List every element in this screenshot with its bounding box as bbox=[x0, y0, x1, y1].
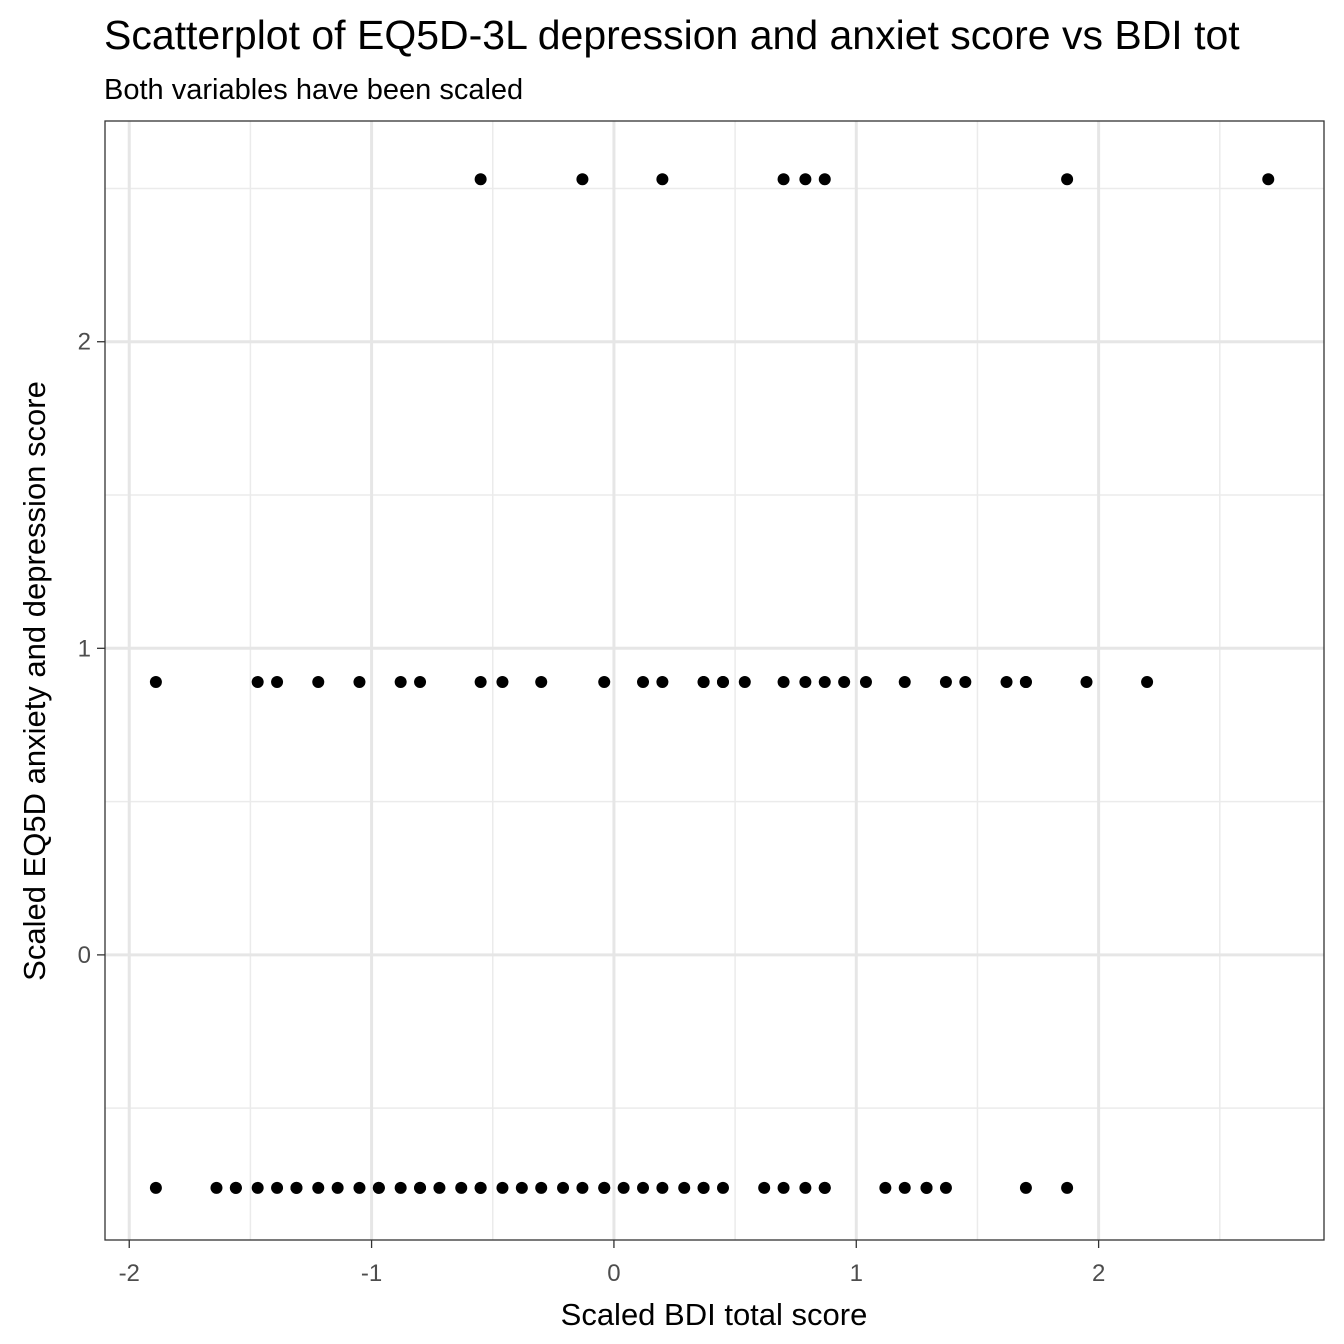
data-point bbox=[271, 676, 284, 689]
data-point bbox=[838, 676, 851, 689]
chart-title: Scatterplot of EQ5D-3L depression and an… bbox=[104, 12, 1240, 58]
data-point bbox=[210, 1181, 223, 1194]
data-point bbox=[656, 676, 669, 689]
data-point bbox=[656, 173, 669, 186]
data-point bbox=[637, 1181, 650, 1194]
x-tick-label: 2 bbox=[1092, 1260, 1105, 1287]
data-point bbox=[557, 1181, 570, 1194]
data-point bbox=[818, 676, 831, 689]
data-point bbox=[251, 1181, 264, 1194]
data-point bbox=[656, 1181, 669, 1194]
data-point bbox=[1061, 1181, 1074, 1194]
x-axis-label: Scaled BDI total score bbox=[561, 1297, 868, 1332]
data-point bbox=[716, 676, 729, 689]
data-point bbox=[920, 1181, 933, 1194]
data-point bbox=[372, 1181, 385, 1194]
x-axis: -2 -1 0 1 2 bbox=[119, 1240, 1105, 1287]
data-point bbox=[535, 1181, 548, 1194]
data-point bbox=[898, 676, 911, 689]
data-point bbox=[879, 1181, 892, 1194]
data-point bbox=[271, 1181, 284, 1194]
major-grid bbox=[105, 121, 1324, 1240]
data-point bbox=[617, 1181, 630, 1194]
data-point bbox=[455, 1181, 468, 1194]
data-point bbox=[777, 676, 790, 689]
data-point bbox=[251, 676, 264, 689]
y-axis-label: Scaled EQ5D anxiety and depression score bbox=[17, 381, 52, 981]
x-tick-label: -1 bbox=[361, 1260, 382, 1287]
data-point bbox=[353, 1181, 366, 1194]
data-point bbox=[1061, 173, 1074, 186]
data-point bbox=[394, 676, 407, 689]
data-point bbox=[799, 173, 812, 186]
data-point bbox=[496, 676, 509, 689]
data-point bbox=[1080, 676, 1093, 689]
data-point bbox=[149, 1181, 162, 1194]
data-point bbox=[474, 676, 487, 689]
data-point bbox=[414, 1181, 427, 1194]
data-point bbox=[939, 676, 952, 689]
data-point bbox=[576, 173, 589, 186]
data-point bbox=[1000, 676, 1013, 689]
y-axis: 0 1 2 bbox=[78, 329, 105, 969]
data-point bbox=[535, 676, 548, 689]
plot-panel bbox=[105, 121, 1324, 1240]
plot-border bbox=[104, 120, 1325, 1241]
data-point bbox=[738, 676, 751, 689]
data-point bbox=[1141, 676, 1154, 689]
data-point bbox=[394, 1181, 407, 1194]
data-point bbox=[1019, 1181, 1032, 1194]
data-point bbox=[818, 1181, 831, 1194]
data-point bbox=[433, 1181, 446, 1194]
data-point bbox=[637, 676, 650, 689]
data-point bbox=[799, 676, 812, 689]
data-point bbox=[496, 1181, 509, 1194]
data-point bbox=[758, 1181, 771, 1194]
data-point bbox=[312, 1181, 325, 1194]
data-points bbox=[149, 173, 1275, 1194]
data-point bbox=[777, 1181, 790, 1194]
data-point bbox=[716, 1181, 729, 1194]
minor-grid bbox=[105, 121, 1324, 1240]
data-point bbox=[474, 173, 487, 186]
data-point bbox=[697, 1181, 710, 1194]
data-point bbox=[229, 1181, 242, 1194]
data-point bbox=[414, 676, 427, 689]
chart-subtitle: Both variables have been scaled bbox=[104, 74, 524, 106]
data-point bbox=[290, 1181, 303, 1194]
x-tick-label: 1 bbox=[850, 1260, 863, 1287]
data-point bbox=[777, 173, 790, 186]
data-point bbox=[598, 1181, 611, 1194]
data-point bbox=[1019, 676, 1032, 689]
data-point bbox=[474, 1181, 487, 1194]
data-point bbox=[818, 173, 831, 186]
data-point bbox=[898, 1181, 911, 1194]
data-point bbox=[939, 1181, 952, 1194]
data-point bbox=[515, 1181, 528, 1194]
x-tick-label: 0 bbox=[607, 1260, 620, 1287]
data-point bbox=[697, 676, 710, 689]
data-point bbox=[799, 1181, 812, 1194]
data-point bbox=[312, 676, 325, 689]
data-point bbox=[1262, 173, 1275, 186]
y-tick-label: 1 bbox=[78, 635, 91, 662]
data-point bbox=[353, 676, 366, 689]
data-point bbox=[576, 1181, 589, 1194]
data-point bbox=[149, 676, 162, 689]
data-point bbox=[959, 676, 972, 689]
data-point bbox=[859, 676, 872, 689]
x-tick-label: -2 bbox=[119, 1260, 140, 1287]
y-tick-label: 0 bbox=[78, 942, 91, 969]
y-tick-label: 2 bbox=[78, 329, 91, 356]
data-point bbox=[331, 1181, 344, 1194]
data-point bbox=[598, 676, 611, 689]
data-point bbox=[678, 1181, 691, 1194]
